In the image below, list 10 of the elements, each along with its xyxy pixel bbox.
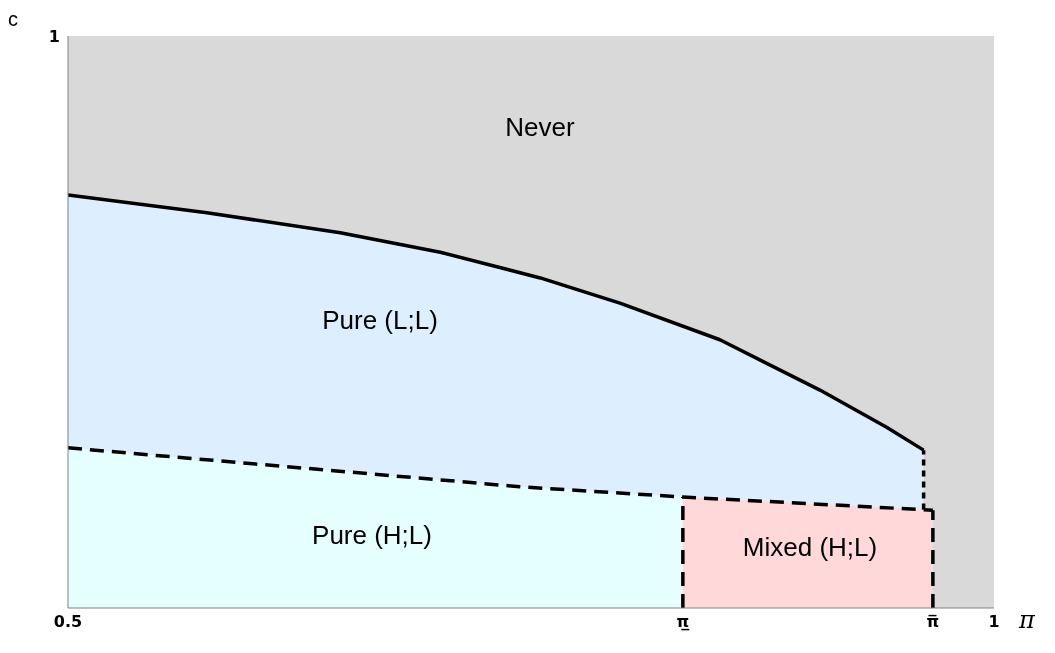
x-tick-label: π̅ [926,612,940,632]
x-tick-label: 1 [988,612,1000,632]
annotation: Pure (L;L) [322,304,438,336]
annotation: Never [505,111,575,143]
annotation: Pure (H;L) [312,519,432,551]
x-axis-title: π [1019,606,1035,634]
y-axis-title: c [8,8,18,31]
annotation: Mixed (H;L) [742,531,878,563]
x-tick-label: π̲ [676,612,690,632]
x-tick-label: 0.5 [53,612,83,632]
